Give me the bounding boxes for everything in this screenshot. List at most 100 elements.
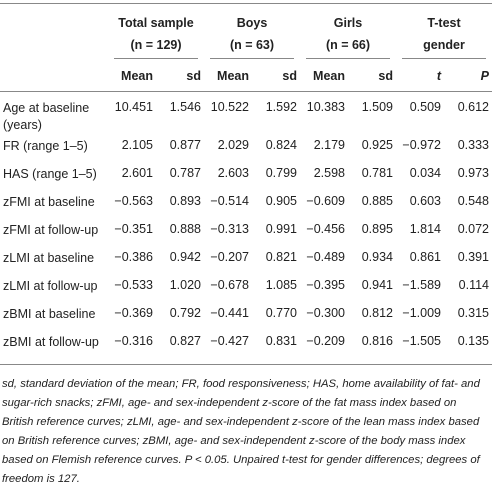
cell: −0.395: [306, 278, 345, 292]
row-label: HAS (range 1–5): [3, 167, 97, 181]
cell: −0.369: [114, 306, 153, 320]
row-label: zFMI at baseline: [3, 195, 95, 209]
cell: 2.601: [121, 166, 153, 180]
column-header: Mean: [204, 59, 252, 92]
group-subtitle: gender: [423, 38, 465, 52]
cell: 0.941: [361, 278, 393, 292]
cell: 0.333: [457, 138, 489, 152]
cell: −0.678: [210, 278, 249, 292]
row-label: zLMI at follow-up: [3, 279, 98, 293]
group-header: Total sample (n = 129): [108, 4, 204, 59]
row-label: Age at baseline (years): [3, 101, 90, 132]
cell: −0.514: [210, 194, 249, 208]
page: Total sample (n = 129) Boys (n = 63) Girls (n…: [0, 3, 492, 485]
cell: 0.888: [169, 222, 201, 236]
table-row: zBMI at baseline −0.369 0.792 −0.441 0.770 −0…: [0, 302, 492, 330]
cell: 0.991: [265, 222, 297, 236]
cell: 0.612: [457, 100, 489, 114]
cell: −1.505: [402, 334, 441, 348]
cell: −0.533: [114, 278, 153, 292]
cell: 0.877: [169, 138, 201, 152]
cell: 0.816: [361, 334, 393, 348]
table-row: Age at baseline (years) 10.451 1.546 10.522…: [0, 92, 492, 135]
cell: 0.885: [361, 194, 393, 208]
cell: 0.934: [361, 250, 393, 264]
column-header: P: [444, 59, 492, 92]
cell: 1.592: [265, 100, 297, 114]
cell: 10.383: [306, 100, 345, 114]
cell: −1.009: [402, 306, 441, 320]
cell: 0.603: [409, 194, 441, 208]
cell: 2.179: [313, 138, 345, 152]
row-label: zFMI at follow-up: [3, 223, 99, 237]
table-row: HAS (range 1–5) 2.601 0.787 2.603 0.799 2.598…: [0, 162, 492, 190]
group-header: T-test gender: [396, 4, 492, 59]
cell: 0.391: [457, 250, 489, 264]
table-row: zLMI at follow-up −0.533 1.020 −0.678 1.085−…: [0, 274, 492, 302]
group-header-box: Total sample (n = 129): [114, 12, 198, 59]
cell: 1.546: [169, 100, 201, 114]
table-row: zFMI at baseline −0.563 0.893 −0.514 0.905 −0…: [0, 190, 492, 218]
cell: −0.489: [306, 250, 345, 264]
column-header-row: Mean sd Mean sd Mean sd t P: [0, 59, 492, 92]
row-label: zBMI at follow-up: [3, 335, 99, 349]
column-header: sd: [156, 59, 204, 92]
cell: −0.972: [402, 138, 441, 152]
cell: 0.315: [457, 306, 489, 320]
cell: 0.799: [265, 166, 297, 180]
group-title: Boys: [236, 16, 268, 30]
group-header: Boys (n = 63): [204, 4, 300, 59]
cell: 0.827: [169, 334, 201, 348]
cell: −0.609: [306, 194, 345, 208]
cell: 10.451: [114, 100, 153, 114]
cell: −0.386: [114, 250, 153, 264]
column-header: Mean: [108, 59, 156, 92]
cell: 2.029: [217, 138, 249, 152]
cell: −0.427: [210, 334, 249, 348]
cell: −0.441: [210, 306, 249, 320]
group-header-box: T-test gender: [402, 12, 486, 59]
cell: 0.905: [265, 194, 297, 208]
group-subtitle: (n = 66): [325, 38, 371, 52]
cell: 0.114: [458, 278, 489, 292]
cell: 0.135: [457, 334, 489, 348]
column-header: sd: [252, 59, 300, 92]
cell: 0.831: [265, 334, 297, 348]
cell: −1.589: [402, 278, 441, 292]
cell: 0.548: [457, 194, 489, 208]
group-title: Total sample: [118, 16, 194, 30]
cell: −0.300: [306, 306, 345, 320]
table-row: zLMI at baseline −0.386 0.942 −0.207 0.821 −0…: [0, 246, 492, 274]
footnote: sd, standard deviation of the mean; FR, …: [2, 378, 480, 485]
cell: 0.781: [361, 166, 393, 180]
group-subtitle: (n = 129): [130, 38, 182, 52]
cell: −0.209: [306, 334, 345, 348]
group-header-box: Girls (n = 66): [306, 12, 390, 59]
table-row: zBMI at follow-up −0.316 0.827 −0.427 0.831−…: [0, 330, 492, 365]
group-header: Girls (n = 66): [300, 4, 396, 59]
cell: 1.020: [169, 278, 201, 292]
table-row: zFMI at follow-up −0.351 0.888 −0.313 0.991−…: [0, 218, 492, 246]
cell: 0.792: [169, 306, 201, 320]
cell: −0.351: [114, 222, 153, 236]
cell: 0.942: [169, 250, 201, 264]
row-label: zLMI at baseline: [3, 251, 95, 265]
cell: 0.072: [457, 222, 489, 236]
cell: 1.814: [409, 222, 441, 236]
cell: 0.973: [457, 166, 489, 180]
cell: −0.207: [210, 250, 249, 264]
cell: 0.821: [265, 250, 297, 264]
cell: 0.770: [265, 306, 297, 320]
cell: 2.598: [313, 166, 345, 180]
group-subtitle: (n = 63): [229, 38, 275, 52]
cell: −0.313: [210, 222, 249, 236]
column-header: sd: [348, 59, 396, 92]
cell: 1.509: [361, 100, 393, 114]
cell: 0.895: [361, 222, 393, 236]
cell: 0.893: [169, 194, 201, 208]
cell: 0.824: [265, 138, 297, 152]
table-row: FR (range 1–5) 2.105 0.877 2.029 0.824 2.179 0…: [0, 134, 492, 162]
cell: 10.522: [210, 100, 249, 114]
column-header: Mean: [300, 59, 348, 92]
group-title: T-test: [427, 16, 461, 30]
